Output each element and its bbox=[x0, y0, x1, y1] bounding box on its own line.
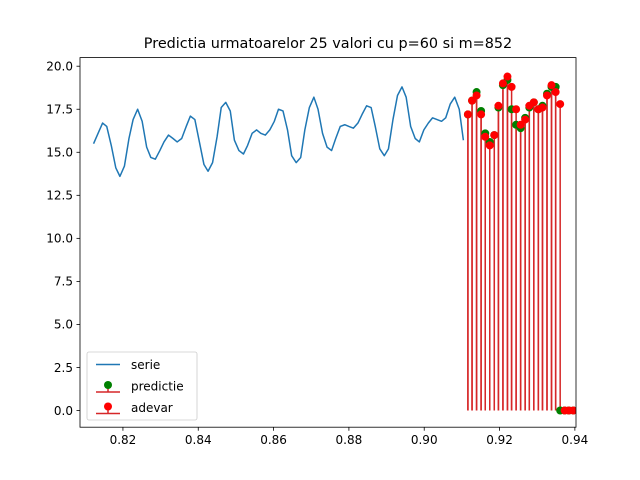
adevar-point bbox=[498, 79, 507, 88]
x-axis: 0.82 0.84 0.86 0.88 0.90 0.92 0.94 bbox=[110, 427, 589, 447]
legend-predictie-marker bbox=[104, 381, 112, 389]
y-tick-label: 7.5 bbox=[54, 275, 73, 289]
chart-title: Predictia urmatoarelor 25 valori cu p=60… bbox=[144, 36, 512, 52]
y-tick-label: 5.0 bbox=[54, 318, 73, 332]
y-tick-label: 2.5 bbox=[54, 361, 73, 375]
x-tick-label: 0.94 bbox=[562, 433, 589, 447]
adevar-point bbox=[481, 132, 490, 141]
y-tick-label: 15.0 bbox=[46, 146, 73, 160]
plot-area bbox=[92, 72, 576, 415]
adevar-point bbox=[547, 81, 556, 90]
x-tick-label: 0.86 bbox=[260, 433, 287, 447]
adevar-point bbox=[556, 100, 565, 109]
legend-box bbox=[86, 351, 198, 421]
adevar-point bbox=[494, 101, 503, 110]
adevar-point bbox=[516, 120, 525, 129]
adevar-point bbox=[569, 406, 576, 415]
serie-line bbox=[92, 86, 465, 178]
y-tick-label: 12.5 bbox=[46, 189, 73, 203]
adevar-point bbox=[490, 131, 499, 140]
adevar-point bbox=[472, 91, 481, 100]
x-tick-label: 0.92 bbox=[486, 433, 513, 447]
legend-predictie-label: predictie bbox=[131, 379, 184, 393]
adevar-point bbox=[551, 88, 560, 97]
adevar-point bbox=[538, 103, 547, 112]
x-tick-label: 0.88 bbox=[336, 433, 363, 447]
adevar-point bbox=[543, 91, 552, 100]
adevar-point bbox=[463, 110, 472, 119]
axes-frame bbox=[79, 57, 577, 428]
adevar-point bbox=[485, 141, 494, 150]
adevar-point bbox=[512, 105, 521, 114]
x-tick-label: 0.90 bbox=[411, 433, 438, 447]
x-tick-label: 0.84 bbox=[185, 433, 212, 447]
y-axis: 0.0 2.5 5.0 7.5 10.0 12.5 15.0 17.5 20.0 bbox=[46, 60, 80, 418]
adevar-point bbox=[529, 98, 538, 107]
y-tick-label: 0.0 bbox=[54, 404, 73, 418]
x-tick-label: 0.82 bbox=[110, 433, 137, 447]
legend-adevar-label: adevar bbox=[131, 401, 173, 415]
legend-adevar-marker bbox=[104, 402, 112, 411]
y-tick-label: 20.0 bbox=[46, 60, 73, 74]
adevar-point bbox=[503, 72, 512, 81]
legend: serie predictie adevar bbox=[86, 351, 198, 421]
y-tick-label: 17.5 bbox=[46, 103, 73, 117]
adevar-point bbox=[521, 115, 530, 124]
legend-serie-label: serie bbox=[131, 358, 160, 372]
adevar-point bbox=[468, 96, 477, 105]
adevar-point bbox=[477, 110, 486, 119]
y-tick-label: 10.0 bbox=[46, 232, 73, 246]
adevar-point bbox=[507, 82, 516, 91]
